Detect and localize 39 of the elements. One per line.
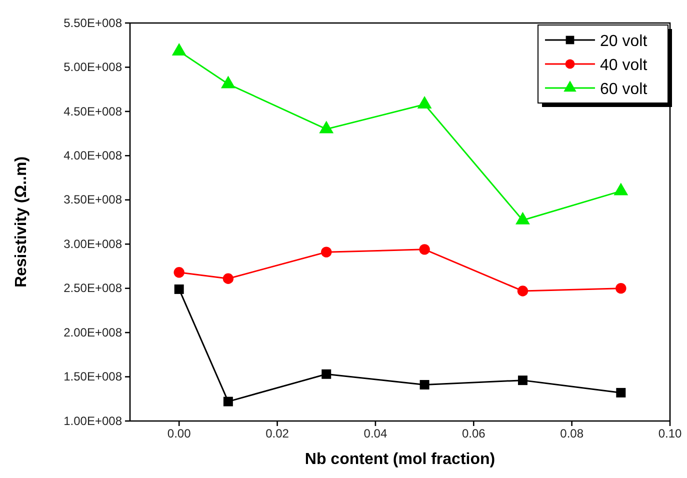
- x-tick-label: 0.02: [266, 426, 290, 441]
- y-tick-label: 3.00E+008: [64, 236, 122, 251]
- y-tick-label: 5.50E+008: [64, 16, 122, 30]
- point: [420, 380, 430, 390]
- x-axis-title: Nb content (mol fraction): [304, 451, 496, 468]
- point: [322, 369, 332, 379]
- point: [417, 96, 432, 109]
- y-axis-title: Resistivity (Ω..m): [13, 156, 30, 288]
- point: [172, 42, 186, 56]
- point: [222, 273, 234, 284]
- point: [223, 396, 233, 406]
- point: [518, 376, 528, 386]
- point: [174, 284, 184, 294]
- point: [419, 244, 430, 255]
- y-tick-label: 4.00E+008: [64, 148, 122, 163]
- y-tick-label: 4.50E+008: [64, 104, 122, 118]
- point: [516, 212, 530, 224]
- x-tick-label: 0.10: [658, 426, 682, 441]
- y-tick-label: 1.00E+008: [64, 414, 122, 428]
- point: [616, 282, 626, 294]
- point: [614, 182, 628, 196]
- y-tick-label: 5.00E+008: [64, 60, 122, 74]
- legend-label: 20 volt: [600, 33, 648, 50]
- legend-label: 60 volt: [600, 81, 648, 98]
- y-tick-label: 1.50E+008: [64, 370, 122, 384]
- point: [616, 388, 626, 398]
- point: [174, 267, 184, 278]
- y-tick-label: 3.50E+008: [64, 192, 122, 207]
- x-tick-label: 0.04: [364, 426, 388, 441]
- x-tick-label: 0.06: [462, 426, 486, 441]
- y-tick-label: 2.50E+008: [64, 281, 122, 296]
- point: [220, 76, 236, 88]
- legend-label: 40 volt: [600, 57, 648, 74]
- x-tick-label: 0.00: [167, 426, 192, 441]
- point: [319, 120, 334, 134]
- y-tick-label: 2.00E+008: [64, 325, 122, 340]
- point: [321, 246, 332, 258]
- point: [517, 286, 528, 296]
- x-tick-label: 0.08: [560, 426, 584, 441]
